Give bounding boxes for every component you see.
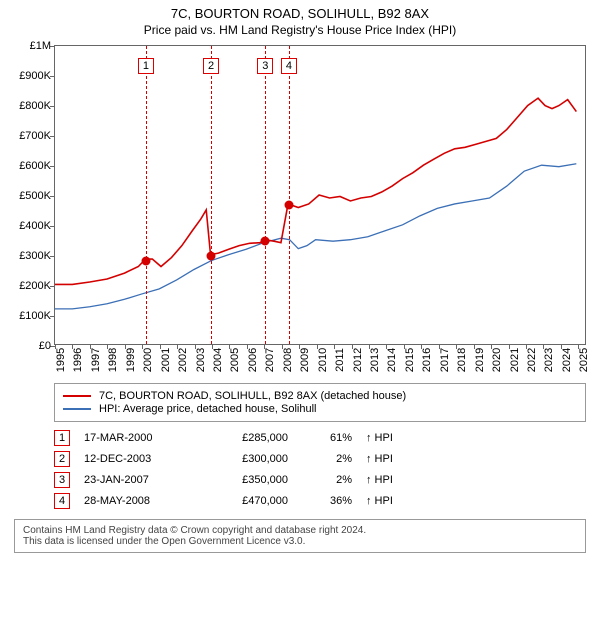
y-axis-label: £500K [19,190,55,202]
sales-date: 17-MAR-2000 [84,432,194,444]
x-axis-label: 2025 [578,348,590,372]
x-axis-label: 2021 [509,348,521,372]
title-main: 7C, BOURTON ROAD, SOLIHULL, B92 8AX [10,6,590,21]
x-axis-label: 2024 [561,348,573,372]
x-axis-label: 2020 [491,348,503,372]
plot-region: £0£100K£200K£300K£400K£500K£600K£700K£80… [54,45,586,345]
x-axis-label: 2022 [526,348,538,372]
x-axis-label: 2013 [369,348,381,372]
attribution: Contains HM Land Registry data © Crown c… [14,519,586,553]
y-axis-label: £200K [19,280,55,292]
sale-marker-box: 1 [138,58,154,74]
legend-label-hpi: HPI: Average price, detached house, Soli… [99,403,317,415]
sales-index-box: 2 [54,451,70,467]
legend-row-hpi: HPI: Average price, detached house, Soli… [63,403,577,415]
attribution-line1: Contains HM Land Registry data © Crown c… [23,525,577,536]
x-axis-label: 2007 [264,348,276,372]
sale-marker-box: 3 [257,58,273,74]
x-axis-label: 2010 [317,348,329,372]
sale-vline [289,46,290,344]
sales-hpi-label: ↑ HPI [366,495,393,507]
sale-marker-box: 2 [203,58,219,74]
x-axis-label: 2017 [439,348,451,372]
legend-swatch-property [63,395,91,397]
y-axis-label: £300K [19,250,55,262]
sale-marker-box: 4 [281,58,297,74]
sales-index-box: 3 [54,472,70,488]
y-axis-label: £700K [19,130,55,142]
sales-row: 2 12-DEC-2003 £300,000 2% ↑ HPI [54,451,586,467]
x-axis-label: 2015 [404,348,416,372]
sales-index-box: 1 [54,430,70,446]
sales-price: £300,000 [208,453,288,465]
chart-area: £0 £100K £200K £300K £400K £500K £600K £700K £80… [10,45,590,375]
x-axis-label: 2012 [352,348,364,372]
x-axis-label: 2002 [177,348,189,372]
sale-dot [141,256,150,265]
sales-row: 4 28-MAY-2008 £470,000 36% ↑ HPI [54,493,586,509]
x-axis-label: 2003 [195,348,207,372]
legend-row-property: 7C, BOURTON ROAD, SOLIHULL, B92 8AX (det… [63,390,577,402]
title-block: 7C, BOURTON ROAD, SOLIHULL, B92 8AX Pric… [0,0,600,39]
sales-hpi-label: ↑ HPI [366,432,393,444]
x-axis-label: 2005 [229,348,241,372]
y-axis-label: £400K [19,220,55,232]
sale-vline [211,46,212,344]
sales-pct: 61% [302,432,352,444]
sale-dot [284,201,293,210]
sales-row: 3 23-JAN-2007 £350,000 2% ↑ HPI [54,472,586,488]
sales-hpi-label: ↑ HPI [366,453,393,465]
line-svg [55,46,585,344]
x-axis-label: 2000 [142,348,154,372]
x-axis-label: 1996 [72,348,84,372]
x-axis-label: 2019 [474,348,486,372]
sale-dot [207,252,216,261]
x-axis-label: 2011 [334,348,346,372]
y-axis-label: £1M [30,40,55,52]
x-axis-label: 2008 [282,348,294,372]
sales-price: £470,000 [208,495,288,507]
sales-index-box: 4 [54,493,70,509]
x-axis-label: 2014 [386,348,398,372]
sale-dot [261,237,270,246]
y-axis-label: £100K [19,310,55,322]
y-axis-label: £800K [19,100,55,112]
sales-table: 1 17-MAR-2000 £285,000 61% ↑ HPI 2 12-DEC-2003… [54,430,586,509]
sales-pct: 2% [302,474,352,486]
x-axis-label: 2006 [247,348,259,372]
legend-swatch-hpi [63,408,91,410]
x-axis-label: 2004 [212,348,224,372]
x-axis-label: 1998 [107,348,119,372]
sales-date: 28-MAY-2008 [84,495,194,507]
x-axis-label: 1995 [55,348,67,372]
x-axis-label: 2009 [299,348,311,372]
x-axis-label: 2001 [160,348,172,372]
y-axis-label: £600K [19,160,55,172]
sales-pct: 36% [302,495,352,507]
sales-date: 12-DEC-2003 [84,453,194,465]
x-axis-label: 2018 [456,348,468,372]
sales-price: £350,000 [208,474,288,486]
y-axis-label: £0 [39,340,55,352]
sale-vline [146,46,147,344]
attribution-line2: This data is licensed under the Open Gov… [23,536,577,547]
sales-hpi-label: ↑ HPI [366,474,393,486]
legend: 7C, BOURTON ROAD, SOLIHULL, B92 8AX (det… [54,383,586,422]
chart-container: 7C, BOURTON ROAD, SOLIHULL, B92 8AX Pric… [0,0,600,553]
title-sub: Price paid vs. HM Land Registry's House … [10,23,590,37]
series-line-hpi [55,164,576,309]
x-axis-label: 1997 [90,348,102,372]
x-axis-label: 1999 [125,348,137,372]
y-axis-label: £900K [19,70,55,82]
sales-price: £285,000 [208,432,288,444]
x-axis-label: 2023 [543,348,555,372]
x-axis-label: 2016 [421,348,433,372]
sales-row: 1 17-MAR-2000 £285,000 61% ↑ HPI [54,430,586,446]
sale-vline [265,46,266,344]
legend-label-property: 7C, BOURTON ROAD, SOLIHULL, B92 8AX (det… [99,390,406,402]
sales-date: 23-JAN-2007 [84,474,194,486]
sales-pct: 2% [302,453,352,465]
